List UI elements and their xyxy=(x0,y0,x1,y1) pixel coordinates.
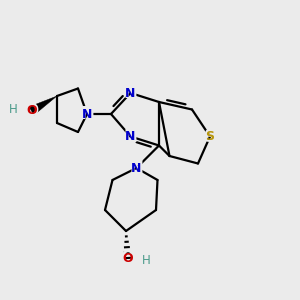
Text: O: O xyxy=(24,102,39,120)
Text: N: N xyxy=(130,159,143,177)
Text: H: H xyxy=(142,254,151,268)
Text: O: O xyxy=(122,251,133,265)
Text: N: N xyxy=(125,86,136,100)
Text: N: N xyxy=(125,130,136,143)
Text: O: O xyxy=(120,249,135,267)
Text: S: S xyxy=(206,130,214,143)
Text: O: O xyxy=(26,104,37,118)
Text: N: N xyxy=(80,105,94,123)
Text: N: N xyxy=(124,128,137,146)
Text: H: H xyxy=(8,103,17,116)
Text: N: N xyxy=(82,107,92,121)
Text: N: N xyxy=(124,84,137,102)
Polygon shape xyxy=(29,96,57,115)
Text: N: N xyxy=(131,161,142,175)
Text: S: S xyxy=(204,128,216,146)
